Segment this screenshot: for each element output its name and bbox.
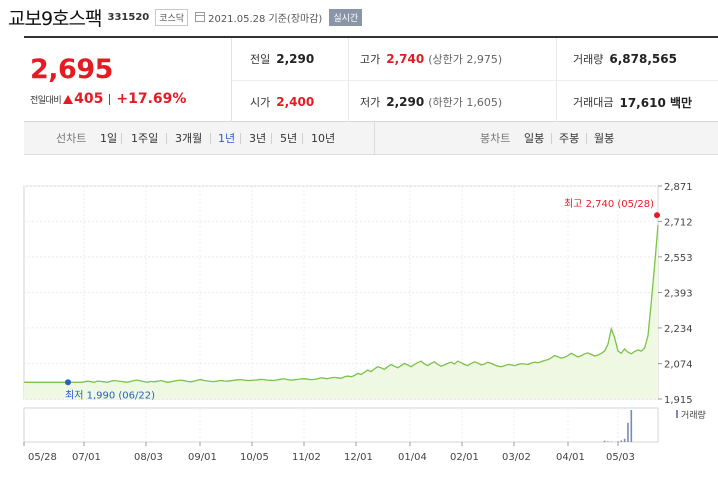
stat-label: 고가 bbox=[360, 53, 381, 66]
live-badge[interactable]: 실시간 bbox=[329, 8, 363, 26]
up-arrow-icon bbox=[63, 94, 74, 104]
y-tick-label: 2,393 bbox=[664, 289, 693, 300]
period-divider bbox=[166, 133, 167, 144]
period-divider bbox=[302, 133, 303, 144]
stats-row-divider bbox=[232, 80, 718, 81]
stat-high: 고가 2,740 (상한가 2,975) bbox=[360, 38, 502, 80]
x-tick-label: 09/01 bbox=[188, 452, 217, 463]
stat-label: 거래대금 bbox=[573, 96, 614, 109]
upper-limit: (상한가 2,975) bbox=[428, 53, 503, 66]
volume-legend-label: 거래량 bbox=[681, 409, 706, 421]
bar-divider bbox=[374, 122, 375, 155]
quote-summary: 2,695 전일대비 405 +17.69% 전일 2,290 시가 2,400… bbox=[24, 36, 718, 122]
volume-bar bbox=[607, 441, 609, 442]
candle-divider bbox=[586, 133, 587, 144]
stat-volume: 거래량 6,878,565 bbox=[573, 38, 677, 80]
volume-frame bbox=[23, 407, 659, 443]
line-chart-label: 선차트 bbox=[56, 132, 87, 145]
volume-bar bbox=[603, 440, 606, 442]
stat-low: 저가 2,290 (하한가 1,605) bbox=[360, 81, 502, 123]
stat-value: 2,740 bbox=[386, 52, 425, 66]
high-marker bbox=[654, 212, 660, 219]
change-value: 405 bbox=[74, 91, 104, 107]
low-annotation: 최저 1,990 (06/22) bbox=[65, 389, 155, 401]
calendar-icon bbox=[195, 12, 206, 22]
stat-amount: 거래대금 17,610 백만 bbox=[573, 81, 692, 123]
price-chart[interactable]: 2,871 2,712 2,553 2,393 2,234 2,074 1,915 05/2… bbox=[0, 160, 718, 478]
stats-col-divider bbox=[348, 38, 349, 122]
stat-label: 시가 bbox=[250, 96, 271, 109]
candle-divider bbox=[551, 133, 552, 144]
volume-bar bbox=[630, 410, 633, 442]
change-divider bbox=[109, 93, 111, 105]
period-10y[interactable]: 10년 bbox=[311, 132, 336, 145]
period-divider bbox=[210, 133, 211, 144]
period-1d[interactable]: 1일 bbox=[100, 132, 118, 145]
stat-label: 전일 bbox=[250, 53, 271, 66]
volume-bar bbox=[620, 440, 623, 442]
x-tick-label: 05/28 bbox=[28, 452, 57, 463]
stock-name: 교보9호스팩 bbox=[8, 7, 102, 30]
y-tick-label: 2,553 bbox=[664, 253, 693, 264]
candle-daily[interactable]: 일봉 bbox=[524, 132, 545, 145]
stat-label: 저가 bbox=[360, 96, 381, 109]
lower-limit: (하한가 1,605) bbox=[428, 96, 503, 109]
x-tick-label: 11/02 bbox=[292, 452, 321, 463]
change-percent: +17.69% bbox=[116, 91, 187, 107]
stock-header: 교보9호스팩 331520 코스닥 2021.05.28 기준(장마감) 실시간 bbox=[8, 4, 363, 30]
price-change: 전일대비 405 +17.69% bbox=[30, 91, 186, 107]
stat-value: 17,610 백만 bbox=[619, 95, 693, 110]
period-1w[interactable]: 1주일 bbox=[131, 132, 159, 145]
current-price: 2,695 bbox=[30, 54, 113, 85]
stat-prev-close: 전일 2,290 bbox=[250, 38, 314, 80]
x-tick-label: 12/01 bbox=[344, 452, 373, 463]
period-3y[interactable]: 3년 bbox=[249, 132, 267, 145]
period-3m[interactable]: 3개월 bbox=[175, 132, 203, 145]
change-label: 전일대비 bbox=[30, 95, 62, 106]
x-tick-label: 08/03 bbox=[134, 452, 163, 463]
y-tick-label: 2,234 bbox=[664, 324, 693, 335]
stats-col-divider bbox=[556, 38, 557, 122]
volume-bar bbox=[623, 438, 626, 442]
volume-legend-swatch bbox=[676, 410, 678, 418]
market-badge: 코스닥 bbox=[155, 8, 189, 26]
stat-value: 2,400 bbox=[276, 95, 315, 109]
price-line bbox=[24, 225, 659, 383]
period-1y[interactable]: 1년 bbox=[218, 132, 236, 145]
stat-value: 6,878,565 bbox=[609, 52, 677, 66]
period-5y[interactable]: 5년 bbox=[280, 132, 298, 145]
y-tick-label: 2,074 bbox=[664, 360, 693, 371]
quote-date: 2021.05.28 기준(장마감) bbox=[208, 13, 323, 25]
low-marker bbox=[65, 379, 71, 386]
candle-weekly[interactable]: 주봉 bbox=[559, 132, 580, 145]
price-area bbox=[24, 225, 658, 399]
candle-chart-label: 봉차트 bbox=[480, 132, 511, 145]
candle-monthly[interactable]: 월봉 bbox=[594, 132, 615, 145]
x-tick-label: 03/02 bbox=[502, 452, 531, 463]
stat-value: 2,290 bbox=[276, 52, 315, 66]
chart-period-bar: 선차트 1일 1주일 3개월 1년 3년 5년 10년 봉차트 일봉 주봉 월봉 bbox=[24, 122, 718, 155]
y-tick-label: 1,915 bbox=[664, 395, 693, 406]
x-tick-label: 05/03 bbox=[606, 452, 635, 463]
period-divider bbox=[271, 133, 272, 144]
high-annotation: 최고 2,740 (05/28) bbox=[564, 198, 654, 210]
price-box: 2,695 전일대비 405 +17.69% bbox=[24, 38, 232, 122]
stat-open: 시가 2,400 bbox=[250, 81, 314, 123]
y-tick-label: 2,712 bbox=[664, 217, 693, 228]
x-tick-label: 01/04 bbox=[398, 452, 427, 463]
y-tick-label: 2,871 bbox=[664, 182, 693, 193]
period-divider bbox=[121, 133, 122, 144]
x-tick-label: 10/05 bbox=[240, 452, 269, 463]
x-tick-label: 02/01 bbox=[450, 452, 479, 463]
period-divider bbox=[240, 133, 241, 144]
x-tick-label: 04/01 bbox=[556, 452, 585, 463]
stock-code: 331520 bbox=[107, 11, 150, 23]
stat-label: 거래량 bbox=[573, 53, 604, 66]
volume-bar bbox=[617, 441, 619, 442]
stat-value: 2,290 bbox=[386, 95, 425, 109]
x-tick-label: 07/01 bbox=[72, 452, 101, 463]
volume-bar bbox=[627, 422, 629, 442]
